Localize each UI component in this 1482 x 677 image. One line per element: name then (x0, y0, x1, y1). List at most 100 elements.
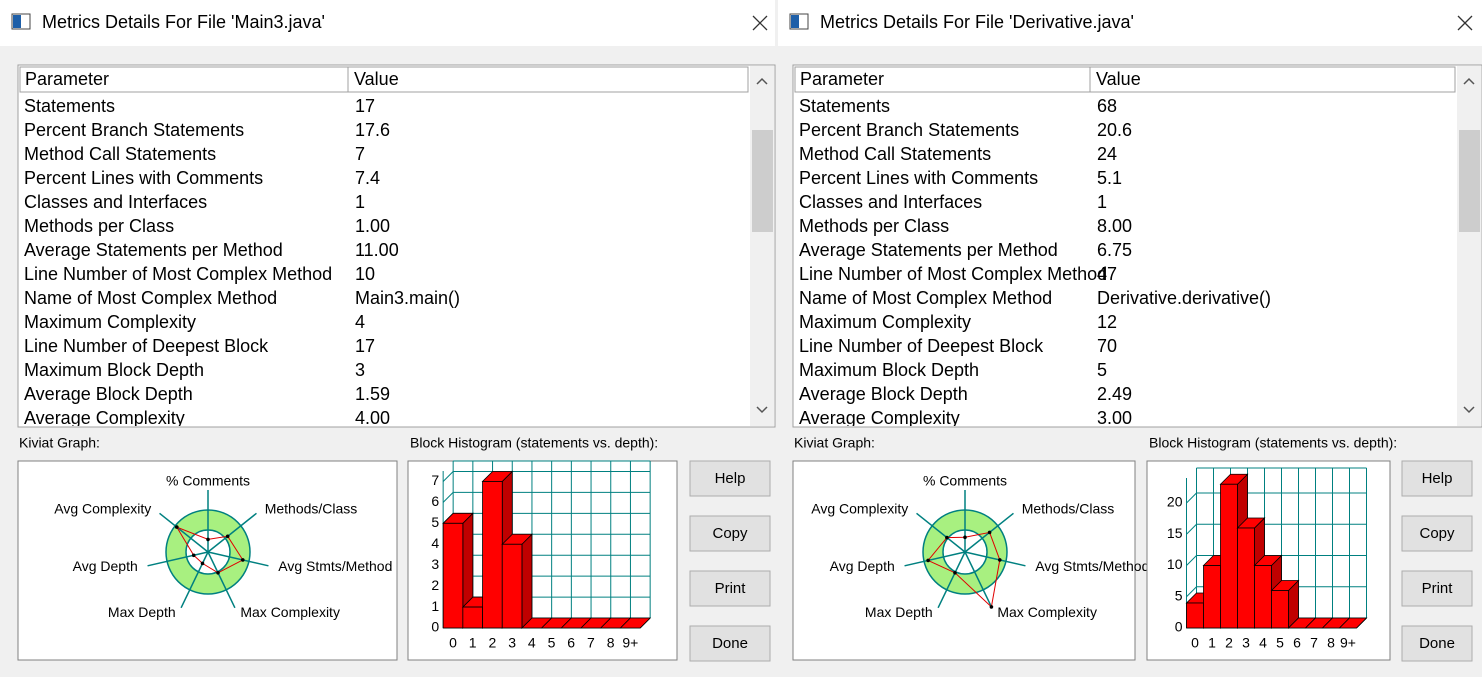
button-label[interactable]: Copy (1419, 525, 1455, 542)
column-header: Value (354, 69, 399, 89)
kiviat-point (191, 553, 196, 558)
grid-line-side (442, 492, 454, 503)
button[interactable] (1401, 515, 1473, 552)
x-tick-label: 9+ (1340, 635, 1356, 651)
kiviat-label: Kiviat Graph: (19, 435, 100, 451)
kiviat-point (989, 605, 994, 609)
parameter-value: 7.4 (355, 168, 380, 188)
y-tick-label: 0 (431, 619, 439, 635)
table-frame (792, 64, 1482, 428)
kiviat-axis-label: Max Complexity (997, 604, 1097, 620)
parameter-value: 4.00 (355, 408, 390, 428)
x-tick-label: 2 (1225, 635, 1233, 651)
scroll-down[interactable] (1463, 406, 1475, 414)
scroll-thumb[interactable] (752, 130, 773, 232)
grid-line-side (1186, 555, 1197, 566)
parameter-value: 24 (1097, 144, 1117, 164)
close-button[interactable] (1457, 15, 1473, 31)
parameter-name: Maximum Complexity (24, 312, 196, 332)
x-tick-label: 3 (508, 635, 516, 651)
parameter-value: 4 (355, 312, 365, 332)
header-cell (1089, 66, 1456, 93)
parameter-value: 12 (1097, 312, 1117, 332)
kiviat-axis-label: Avg Stmts/Method (1035, 558, 1149, 574)
kiviat-point (945, 535, 949, 540)
button-label[interactable]: Print (715, 580, 747, 597)
parameter-name: Line Number of Deepest Block (799, 336, 1044, 356)
button-label[interactable]: Done (1419, 635, 1455, 652)
scroll-thumb[interactable] (1459, 130, 1480, 232)
button-label[interactable]: Print (1422, 580, 1454, 597)
y-tick-label: 7 (431, 472, 439, 488)
kiviat-polygon (927, 531, 1001, 608)
parameter-name: Name of Most Complex Method (799, 288, 1052, 308)
kiviat-point (200, 561, 205, 566)
parameter-value: 10 (355, 264, 375, 284)
parameter-name: Classes and Interfaces (799, 192, 982, 212)
window-title: Metrics Details For File 'Derivative.jav… (820, 12, 1134, 32)
scroll-up[interactable] (756, 77, 768, 85)
button[interactable] (1401, 570, 1473, 607)
kiviat-axis-label: Avg Complexity (811, 500, 908, 516)
kiviat-label: Kiviat Graph: (794, 435, 875, 451)
bar (1271, 590, 1289, 629)
scroll-up[interactable] (1463, 77, 1475, 85)
parameter-name: Line Number of Most Complex Method (799, 264, 1107, 284)
y-tick-label: 10 (1167, 556, 1183, 572)
kiviat-point (953, 571, 957, 575)
parameter-name: Average Complexity (799, 408, 960, 428)
kiviat-spoke (916, 512, 966, 553)
x-tick-label: 6 (567, 635, 575, 651)
y-tick-label: 1 (431, 598, 439, 614)
kiviat-spoke (207, 551, 236, 609)
scroll-down[interactable] (756, 406, 768, 414)
button-label[interactable]: Help (1422, 470, 1453, 487)
bar (1203, 565, 1221, 629)
x-tick-label: 1 (1208, 635, 1216, 651)
bar (462, 606, 483, 629)
table-frame (17, 64, 776, 428)
kiviat-spoke (937, 551, 966, 609)
button[interactable] (1401, 625, 1473, 662)
parameter-value: 1 (1097, 192, 1107, 212)
button[interactable] (689, 570, 771, 607)
parameter-name: Method Call Statements (24, 144, 216, 164)
button[interactable] (689, 460, 771, 497)
parameter-value: 1.59 (355, 384, 390, 404)
parameter-name: Average Block Depth (24, 384, 193, 404)
scrollbar[interactable] (750, 66, 774, 426)
y-tick-label: 4 (431, 535, 439, 551)
parameter-name: Percent Branch Statements (24, 120, 244, 140)
y-tick-label: 20 (1167, 494, 1183, 510)
parameter-name: Maximum Block Depth (24, 360, 204, 380)
histogram-title: Block Histogram (statements vs. depth): (410, 435, 658, 451)
button-label[interactable]: Help (715, 470, 746, 487)
scrollbar[interactable] (1457, 66, 1481, 426)
parameter-value: 5.1 (1097, 168, 1122, 188)
button-label[interactable]: Copy (712, 525, 748, 542)
parameter-value: 68 (1097, 96, 1117, 116)
parameter-name: Methods per Class (799, 216, 949, 236)
bar (482, 481, 503, 629)
parameter-name: Method Call Statements (799, 144, 991, 164)
parameter-value: 47 (1097, 264, 1117, 284)
close-button[interactable] (752, 15, 768, 31)
button-label[interactable]: Done (712, 635, 748, 652)
x-tick-label: 5 (1276, 635, 1284, 651)
x-tick-label: 3 (1242, 635, 1250, 651)
grid-line-side (1186, 523, 1197, 535)
parameter-name: Percent Lines with Comments (24, 168, 263, 188)
x-tick-label: 8 (607, 635, 615, 651)
button[interactable] (689, 625, 771, 662)
kiviat-point (963, 535, 967, 540)
button[interactable] (689, 515, 771, 552)
kiviat-axis-label: Max Depth (865, 604, 933, 620)
button[interactable] (1401, 460, 1473, 497)
parameter-value: 7 (355, 144, 365, 164)
parameter-name: Maximum Block Depth (799, 360, 979, 380)
parameter-value: 2.49 (1097, 384, 1132, 404)
bar (1186, 602, 1204, 629)
parameter-value: 3.00 (1097, 408, 1132, 428)
